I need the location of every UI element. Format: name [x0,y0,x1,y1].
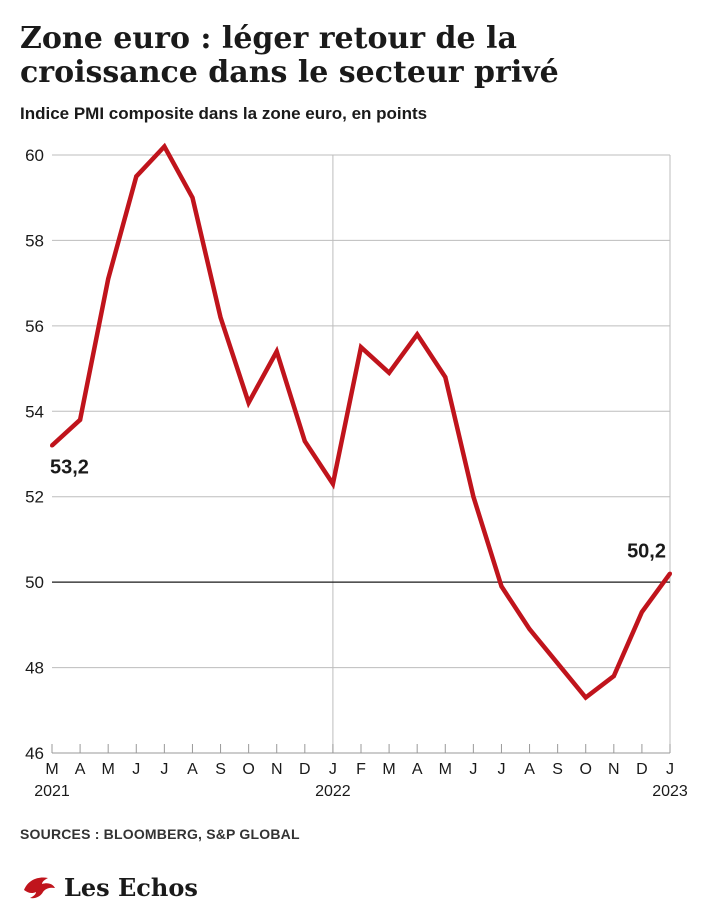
series-line [50,142,672,701]
x-tick-label: A [187,761,198,778]
y-tick-label: 58 [25,231,44,250]
data-point [134,174,139,179]
data-point [415,332,420,337]
x-tick-label: J [329,761,337,778]
data-point [218,315,223,320]
x-tick-label: D [299,761,311,778]
data-point [78,417,83,422]
x-tick-label: S [552,761,563,778]
y-tick-label: 52 [25,488,44,507]
year-label: 2022 [315,783,351,800]
data-point [190,195,195,200]
y-tick-label: 60 [25,146,44,165]
data-point [387,370,392,375]
les-echos-bird-icon [24,877,55,899]
x-tick-label: M [382,761,395,778]
x-tick-label: M [439,761,452,778]
y-tick-label: 54 [25,402,44,421]
data-point [555,661,560,666]
data-point [246,400,251,405]
y-axis-ticks: 46 48 50 52 54 56 58 60 [25,146,44,763]
x-tick-label: N [608,761,620,778]
data-point [302,439,307,444]
series-pmi [50,142,672,701]
annotations: 53,2 50,2 [50,456,666,562]
x-tick-label: J [160,761,168,778]
x-tick-label: J [132,761,140,778]
y-tick-label: 48 [25,659,44,678]
annotation-label: 53,2 [50,456,89,478]
x-tick-label: S [215,761,226,778]
x-tick-label: A [412,761,423,778]
x-tick-label: O [242,761,254,778]
brand-name: Les Echos [64,872,198,902]
x-tick-label: J [497,761,505,778]
x-tick-label: M [45,761,58,778]
chart-subtitle: Indice PMI composite dans la zone euro, … [20,104,428,123]
year-label: 2021 [34,783,70,800]
y-tick-label: 50 [25,573,44,592]
data-point [162,144,167,149]
data-point [443,375,448,380]
data-point [330,481,335,486]
x-tick-label: M [102,761,115,778]
x-tick-label: F [356,761,366,778]
brand-logo: Les Echos [22,872,198,902]
x-tick-label: N [271,761,283,778]
grid [52,154,671,753]
data-point [668,571,672,576]
chart-title: Zone euro : léger retour de la croissanc… [20,21,559,90]
data-point [583,695,588,700]
y-tick-label: 56 [25,317,44,336]
x-tick-label: A [75,761,86,778]
data-point [50,443,54,448]
annotation-label: 50,2 [627,541,666,563]
x-tick-label: J [666,761,674,778]
data-point [527,627,532,632]
data-point [471,494,476,499]
sources-note: SOURCES : BLOOMBERG, S&P GLOBAL [20,826,300,842]
year-label: 2023 [652,783,688,800]
y-tick-label: 46 [25,744,44,763]
data-point [499,584,504,589]
data-point [359,345,363,350]
x-tick-label: D [636,761,648,778]
x-tick-label: J [469,761,477,778]
data-point [274,349,279,354]
x-tick-label: A [524,761,535,778]
x-tick-label: O [580,761,592,778]
data-point [639,610,644,615]
data-point [106,276,111,281]
data-point [611,674,616,679]
